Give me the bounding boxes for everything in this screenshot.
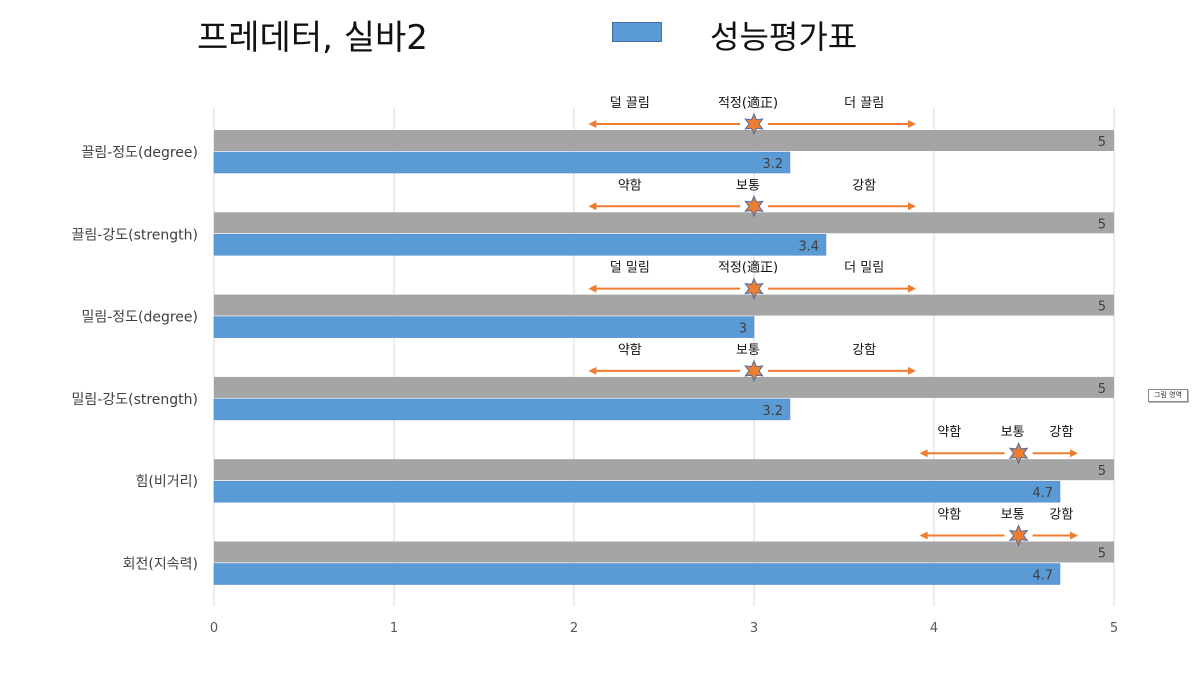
category-label: 힘(비거리) bbox=[136, 474, 198, 490]
annotation-center-label: 적정(適正) bbox=[718, 95, 778, 111]
arrow-left-head bbox=[919, 449, 928, 458]
annotation-left-label: 덜 밀림 bbox=[610, 261, 650, 276]
legend-label: 성능평가표 bbox=[710, 18, 858, 56]
arrow-left-head bbox=[588, 120, 597, 128]
bar-score bbox=[213, 151, 791, 174]
bar-max bbox=[214, 459, 1114, 481]
data-label-max: 5 bbox=[1098, 217, 1106, 232]
data-label-score: 3.2 bbox=[762, 404, 783, 419]
star-marker bbox=[744, 277, 764, 300]
bar-max bbox=[214, 212, 1114, 234]
annotation-left-label: 약함 bbox=[618, 343, 642, 358]
data-label-max: 5 bbox=[1098, 382, 1106, 397]
bar-score bbox=[213, 563, 1061, 585]
bar-score bbox=[213, 316, 755, 338]
bar-score bbox=[213, 398, 791, 421]
arrow-left-head bbox=[919, 531, 928, 540]
bar-score bbox=[213, 234, 827, 256]
annotation-right-label: 강함 bbox=[1049, 508, 1073, 523]
annotation-right-label: 강함 bbox=[852, 343, 876, 358]
x-axis-ticks: 0 1 2 3 4 5 bbox=[210, 621, 1118, 636]
category-labels: 끌림-정도(degree) 끌림-강도(strength) 밀림-정도(degree… bbox=[72, 145, 198, 573]
category-label: 밀림-강도(strength) bbox=[72, 392, 198, 408]
data-label-score: 3 bbox=[739, 322, 747, 337]
data-label-score: 4.7 bbox=[1032, 569, 1053, 584]
x-tick-label: 1 bbox=[390, 621, 398, 636]
star-marker bbox=[1008, 441, 1029, 465]
arrow-left-head bbox=[588, 202, 597, 211]
star-marker bbox=[1008, 524, 1029, 547]
arrow-right-head bbox=[1070, 531, 1078, 540]
star-marker bbox=[744, 112, 764, 136]
arrow-right-head bbox=[908, 202, 916, 211]
category-label: 밀림-정도(degree) bbox=[81, 310, 198, 326]
category-label: 끌림-정도(degree) bbox=[81, 145, 198, 161]
annotation-center-label: 보통 bbox=[1001, 508, 1025, 523]
bar-score bbox=[213, 480, 1061, 503]
annotation-right-label: 더 밀림 bbox=[844, 261, 884, 276]
bar-max bbox=[214, 541, 1114, 563]
annotation-left-label: 약함 bbox=[937, 425, 961, 440]
arrow-right-head bbox=[908, 366, 916, 375]
data-label-max: 5 bbox=[1098, 135, 1106, 150]
category-label: 끌림-강도(strength) bbox=[72, 227, 198, 243]
arrow-left-head bbox=[588, 284, 597, 293]
side-tag[interactable]: 그림 영역 bbox=[1148, 389, 1188, 402]
data-label-max: 5 bbox=[1098, 547, 1106, 562]
data-label-max: 5 bbox=[1098, 464, 1106, 479]
star-marker bbox=[744, 359, 764, 383]
annotation-center-label: 적정(適正) bbox=[718, 260, 778, 276]
arrow-right-head bbox=[908, 284, 916, 293]
x-tick-label: 2 bbox=[570, 621, 578, 636]
arrow-right-head bbox=[908, 120, 916, 128]
annotation-center-label: 보통 bbox=[736, 178, 760, 193]
x-tick-label: 0 bbox=[210, 621, 218, 636]
data-label-score: 3.4 bbox=[798, 239, 819, 254]
bar-max bbox=[214, 294, 1114, 316]
annotation-right-label: 더 끌림 bbox=[844, 96, 884, 111]
legend-swatch bbox=[612, 22, 662, 42]
data-label-max: 5 bbox=[1098, 300, 1106, 315]
data-label-score: 3.2 bbox=[762, 157, 783, 172]
data-label-score: 4.7 bbox=[1032, 486, 1053, 501]
star-marker bbox=[744, 195, 764, 218]
arrow-right-head bbox=[1070, 449, 1078, 458]
arrow-left-head bbox=[588, 366, 597, 375]
annotation-left-label: 약함 bbox=[618, 178, 642, 193]
x-tick-label: 3 bbox=[750, 621, 758, 636]
annotation-center-label: 보통 bbox=[736, 343, 760, 358]
annotation-left-label: 덜 끌림 bbox=[610, 96, 650, 111]
category-label: 회전(지속력) bbox=[123, 557, 198, 573]
bar-max bbox=[214, 376, 1114, 398]
bar-max bbox=[214, 130, 1114, 151]
annotation-right-label: 강함 bbox=[1049, 425, 1073, 440]
chart-title: 프레데터, 실바2 bbox=[197, 18, 428, 58]
x-tick-label: 5 bbox=[1110, 621, 1118, 636]
annotation-left-label: 약함 bbox=[937, 508, 961, 523]
x-tick-label: 4 bbox=[930, 621, 938, 636]
annotation-right-label: 강함 bbox=[852, 178, 876, 193]
bars: 5 3.2 5 3.4 5 3 5 3.2 5 4.7 5 4.7 bbox=[213, 130, 1114, 585]
grid-lines bbox=[213, 108, 1115, 606]
annotation-center-label: 보통 bbox=[1001, 425, 1025, 440]
